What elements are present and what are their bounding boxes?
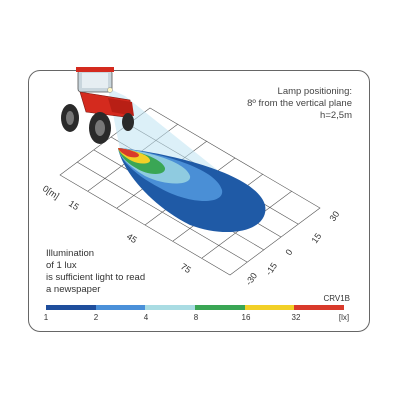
distance-label-45: 45 <box>125 231 139 245</box>
scale-label-32: 32 <box>291 313 301 322</box>
lateral-label-30: 30 <box>327 209 341 223</box>
zone-32-lux <box>118 148 139 158</box>
scale-label-1: 1 <box>43 313 49 322</box>
lamp-positioning-note: Lamp positioning: 8º from the vertical p… <box>247 86 352 122</box>
illum-note-line3: is sufficient light to read <box>46 272 146 283</box>
lateral-label-0: 0 <box>283 247 294 257</box>
scale-label-16: 16 <box>241 313 251 322</box>
scale-segment-1-2 <box>46 305 96 310</box>
distance-label-75: 75 <box>179 261 193 275</box>
illum-note-line1: Illumination <box>46 248 95 259</box>
scale-unit-label: [lx] <box>338 313 350 322</box>
scale-segment-4-8 <box>145 305 196 310</box>
illum-note-line2: of 1 lux <box>46 260 77 271</box>
scale-label-2: 2 <box>93 313 99 322</box>
lux-color-scale <box>46 305 345 310</box>
scale-segment-2-4 <box>95 305 146 310</box>
illumination-zones <box>118 148 266 233</box>
scale-label-8: 8 <box>193 313 199 322</box>
model-code: CRV1B <box>323 294 350 303</box>
lateral-label-neg30: -30 <box>243 271 259 287</box>
illum-note-line4: a newspaper <box>46 284 101 295</box>
lateral-label-15: 15 <box>309 231 323 245</box>
scale-label-4: 4 <box>143 313 149 322</box>
illumination-note: Illumination of 1 lux is sufficient ligh… <box>46 248 145 296</box>
distance-label-0: 0[m] <box>41 183 61 201</box>
lamp-note-line3: h=2,5m <box>320 110 352 121</box>
lamp-note-line1: Lamp positioning: <box>277 86 352 97</box>
tractor-image <box>61 67 134 144</box>
lamp-icon <box>107 87 113 93</box>
scale-segment-8-16 <box>195 305 245 310</box>
lamp-note-line2: 8º from the vertical plane <box>247 98 352 109</box>
scale-segment-16-32 <box>244 305 295 310</box>
distance-label-15: 15 <box>67 198 81 212</box>
scale-segment-32 <box>294 305 345 310</box>
lateral-label-neg15: -15 <box>263 261 279 277</box>
